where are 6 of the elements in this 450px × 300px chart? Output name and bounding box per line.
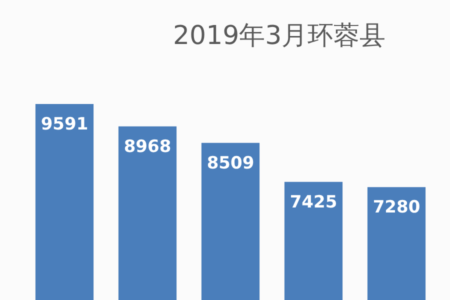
data-label: 9591: [40, 114, 88, 134]
data-label: 7280: [372, 198, 420, 218]
data-label: 8968: [124, 136, 172, 157]
data-label: 7425: [290, 192, 338, 212]
chart-title: 2019年3月环蓉县: [173, 21, 386, 51]
data-label: 8509: [206, 153, 254, 174]
